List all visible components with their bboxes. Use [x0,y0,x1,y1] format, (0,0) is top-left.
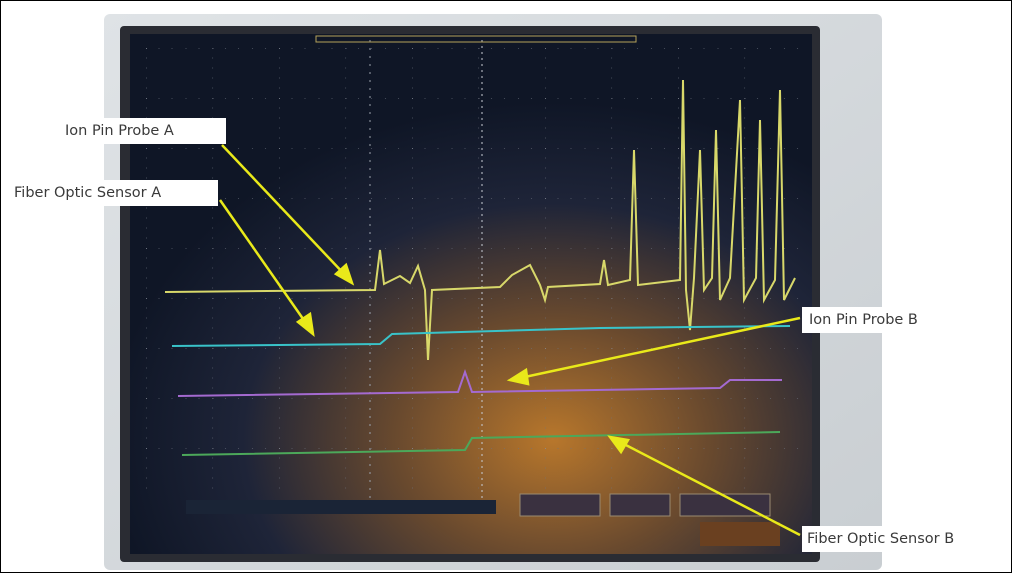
annotation-label: Ion Pin Probe A [65,123,174,139]
annotation-label: Fiber Optic Sensor B [807,531,954,547]
annotation-label: Ion Pin Probe B [809,312,918,328]
photo: Ion Pin Probe A Fiber Optic Sensor A Ion… [0,0,1012,573]
annotation-label: Fiber Optic Sensor A [14,185,161,201]
